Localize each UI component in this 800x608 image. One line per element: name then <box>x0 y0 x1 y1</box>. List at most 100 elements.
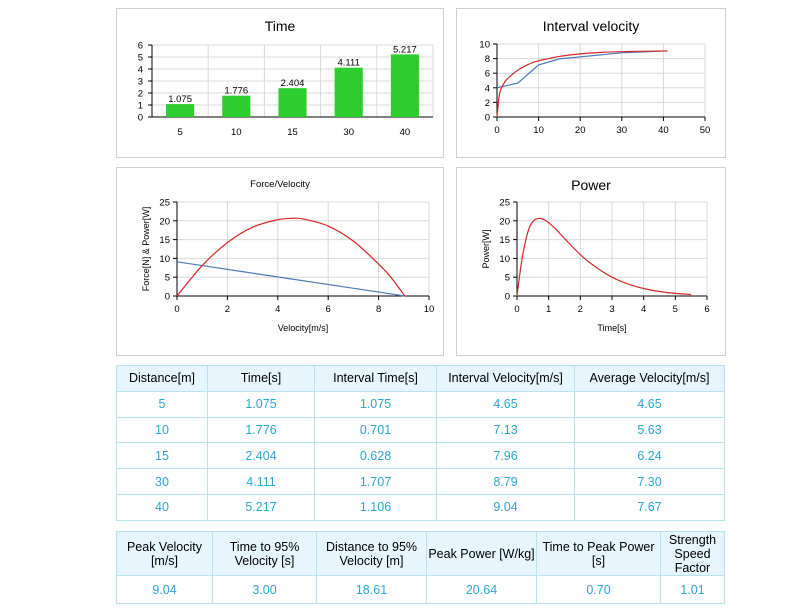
x-tick-label: 2 <box>578 304 583 315</box>
y-tick-label: 5 <box>505 273 510 284</box>
summary-header-row: Peak Velocity [m/s] Time to 95% Velocity… <box>116 531 725 576</box>
table-row: 5 1.075 1.075 4.65 4.65 <box>116 390 725 418</box>
table-cell: 7.67 <box>574 493 725 521</box>
table-cell: 4.65 <box>436 390 575 418</box>
table-cell: 0.701 <box>314 416 437 444</box>
y-tick-label: 4 <box>485 83 490 94</box>
x-tick-label: 5 <box>177 127 182 138</box>
y-tick-label: 10 <box>159 254 170 265</box>
x-tick-label: 3 <box>609 304 614 315</box>
header-time: Time[s] <box>207 365 315 392</box>
bar-30 <box>334 67 363 117</box>
header-average-velocity: Average Velocity[m/s] <box>574 365 725 392</box>
x-axis-label: Velocity[m/s] <box>278 323 329 333</box>
x-tick-label: 0 <box>174 304 179 315</box>
bar-10 <box>222 95 251 117</box>
header-distance-to-95-velocity: Distance to 95% Velocity [m] <box>316 531 427 576</box>
y-tick-label: 3 <box>138 77 143 88</box>
series-line-power <box>516 217 692 297</box>
table-cell: 7.13 <box>436 416 575 444</box>
y-tick-label: 15 <box>499 235 510 246</box>
x-tick-label: 4 <box>641 304 646 315</box>
table-cell: 7.30 <box>574 468 725 495</box>
force-velocity-chart-panel: Force/Velocity 0 5 10 15 20 25 0 2 4 6 8 10 Velocity[… <box>116 167 444 356</box>
header-time-to-peak-power: Time to Peak Power [s] <box>536 531 661 576</box>
bar-value-label: 4.111 <box>338 58 360 69</box>
y-axis-label: Power[W] <box>481 229 491 268</box>
x-tick-label: 10 <box>231 127 242 138</box>
power-chart-panel: Power 0 5 10 15 20 25 0 1 2 3 4 5 6 Time[s] Power[W] <box>456 167 726 356</box>
table-cell: 5 <box>116 390 208 418</box>
series-line-force <box>176 261 405 297</box>
power-chart: Power 0 5 10 15 20 25 0 1 2 3 4 5 6 Time[s] Power[W] <box>481 177 710 333</box>
header-peak-power: Peak Power [W/kg] <box>426 531 537 576</box>
table-cell: 5.217 <box>207 493 315 521</box>
y-tick-label: 5 <box>138 53 143 64</box>
header-distance: Distance[m] <box>116 365 208 392</box>
y-tick-label: 20 <box>159 216 170 227</box>
x-tick-label: 50 <box>700 125 711 136</box>
table-cell: 1.075 <box>207 390 315 418</box>
y-tick-label: 10 <box>499 254 510 265</box>
force-velocity-chart: Force/Velocity 0 5 10 15 20 25 0 2 4 6 8 10 Velocity[… <box>141 179 434 333</box>
x-axis-label: Time[s] <box>597 323 626 333</box>
y-tick-label: 6 <box>485 69 490 80</box>
chart-title: Force/Velocity <box>250 179 310 190</box>
bar-value-label: 2.404 <box>281 78 305 89</box>
y-tick-label: 10 <box>479 40 490 51</box>
table-cell: 10 <box>116 416 208 444</box>
table-cell: 8.79 <box>436 468 575 495</box>
x-tick-label: 6 <box>326 304 331 315</box>
bar-value-label: 1.075 <box>168 94 192 105</box>
y-tick-label: 20 <box>499 216 510 227</box>
summary-table: Peak Velocity [m/s] Time to 95% Velocity… <box>116 531 725 604</box>
table-cell: 5.63 <box>574 416 725 444</box>
interval-velocity-chart: Interval velocity 0 2 4 6 8 10 0 10 20 30 40 50 <box>479 18 711 136</box>
y-tick-label: 0 <box>165 292 170 303</box>
table-cell: 1.707 <box>314 468 437 495</box>
x-tick-label: 15 <box>287 127 298 138</box>
table-cell: 30 <box>116 468 208 495</box>
series-line-interval <box>496 50 664 89</box>
table-cell: 2.404 <box>207 442 315 470</box>
x-tick-label: 40 <box>658 125 669 136</box>
interval-velocity-chart-panel: Interval velocity 0 2 4 6 8 10 0 10 20 30 40 50 <box>456 8 726 158</box>
chart-title: Interval velocity <box>543 18 639 34</box>
x-tick-label: 6 <box>704 304 709 315</box>
table-cell: 9.04 <box>436 493 575 521</box>
chart-title: Power <box>571 177 611 193</box>
x-tick-label: 30 <box>343 127 354 138</box>
x-tick-label: 10 <box>533 125 544 136</box>
y-tick-label: 0 <box>505 292 510 303</box>
results-table: Distance[m] Time[s] Interval Time[s] Int… <box>116 365 725 521</box>
strength-speed-factor-value: 1.01 <box>660 575 725 604</box>
x-tick-label: 0 <box>494 125 499 136</box>
x-tick-label: 2 <box>225 304 230 315</box>
peak-velocity-value: 9.04 <box>116 575 213 604</box>
x-tick-label: 8 <box>376 304 381 315</box>
table-cell: 6.24 <box>574 442 725 470</box>
table-row: 10 1.776 0.701 7.13 5.63 <box>116 416 725 444</box>
series-line-power <box>176 217 406 297</box>
table-row: 30 4.111 1.707 8.79 7.30 <box>116 468 725 495</box>
table-cell: 15 <box>116 442 208 470</box>
header-interval-time: Interval Time[s] <box>314 365 437 392</box>
bar-15 <box>278 88 307 117</box>
y-tick-label: 1 <box>138 101 143 112</box>
x-tick-label: 1 <box>546 304 551 315</box>
x-tick-label: 0 <box>514 304 519 315</box>
table-row: 15 2.404 0.628 7.96 6.24 <box>116 442 725 470</box>
table-cell: 40 <box>116 493 208 521</box>
header-time-to-95-velocity: Time to 95% Velocity [s] <box>212 531 317 576</box>
chart-title: Time <box>265 18 296 34</box>
x-tick-label: 20 <box>575 125 586 136</box>
y-tick-label: 2 <box>138 89 143 100</box>
time-to-peak-power-value: 0.70 <box>536 575 661 604</box>
header-interval-velocity: Interval Velocity[m/s] <box>436 365 575 392</box>
table-cell: 1.106 <box>314 493 437 521</box>
table-cell: 1.075 <box>314 390 437 418</box>
y-tick-label: 5 <box>165 273 170 284</box>
bar-40 <box>390 54 419 117</box>
y-tick-label: 8 <box>485 54 490 65</box>
y-tick-label: 25 <box>159 198 170 209</box>
